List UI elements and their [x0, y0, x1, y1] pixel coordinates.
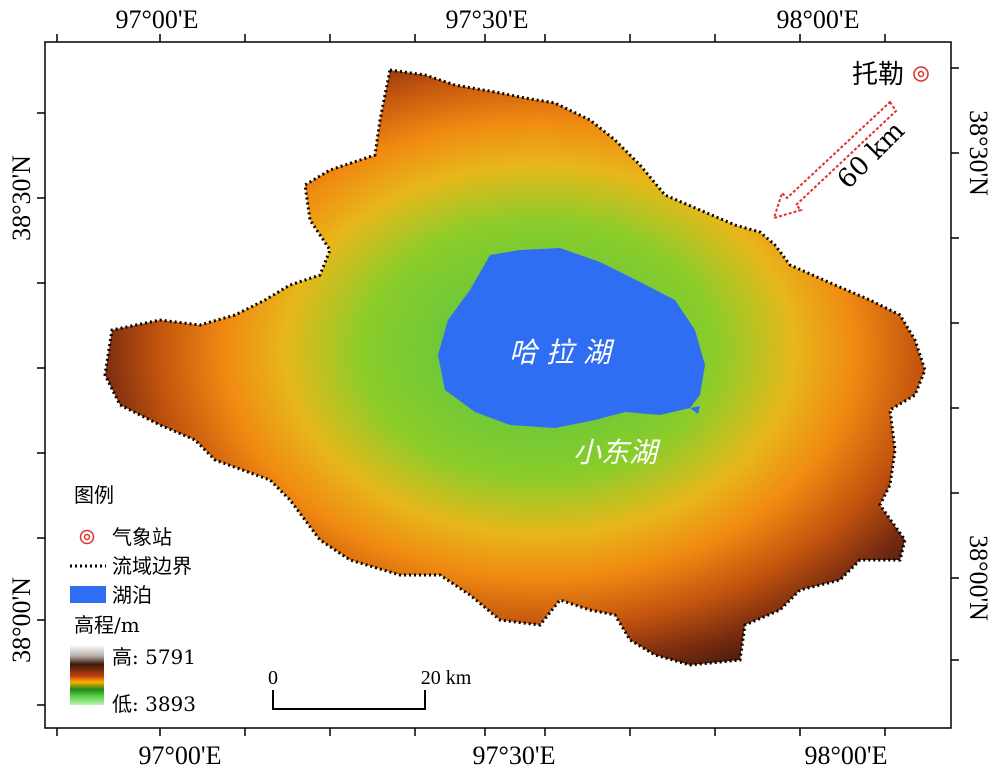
- coord-bottom-98-00: 98°00'E: [805, 741, 888, 770]
- lake-hala-label: 哈 拉 湖: [509, 336, 615, 369]
- coord-right-38-00: 38°00'N: [964, 535, 993, 621]
- coord-right-38-30: 38°30'N: [964, 110, 993, 196]
- distance-arrow: 60 km: [772, 100, 911, 220]
- station-toler: 托勒: [852, 60, 929, 90]
- lake-xiaodong: [690, 406, 700, 414]
- legend-boundary-label: 流域边界: [112, 554, 192, 578]
- coord-top-98-00: 98°00'E: [777, 5, 860, 34]
- legend-station-icon: [79, 529, 95, 545]
- scale-end-label: 20 km: [421, 667, 472, 689]
- legend-elevation-low: 低: 3893: [112, 692, 196, 716]
- legend-elevation-high: 高: 5791: [112, 645, 196, 669]
- legend-elevation-title: 高程/m: [74, 613, 140, 637]
- scale-zero-label: 0: [268, 667, 278, 689]
- coord-bottom-97-00: 97°00'E: [139, 741, 222, 770]
- coord-top-97-30: 97°30'E: [446, 5, 529, 34]
- legend-lake-swatch: [70, 586, 106, 603]
- legend-lake-label: 湖泊: [112, 583, 152, 607]
- lake-xiaodong-label: 小东湖: [573, 436, 661, 469]
- scale-bar: 0 20 km: [268, 667, 472, 710]
- coord-top-97-00: 97°00'E: [116, 5, 199, 34]
- arrow-icon: [772, 100, 898, 220]
- station-label: 托勒: [852, 60, 904, 90]
- coord-left-38-30: 38°30'N: [7, 155, 36, 241]
- lake-hala: [438, 248, 705, 428]
- legend: 图例 气象站 流域边界 湖泊 高程/m 高: 5791 低: 3893: [70, 483, 196, 716]
- watershed-boundary: [103, 68, 927, 667]
- scale-bar-line: [272, 690, 426, 710]
- coord-bottom-97-30: 97°30'E: [473, 741, 556, 770]
- legend-station-label: 气象站: [112, 525, 172, 549]
- map-frame: [44, 41, 952, 729]
- frame-ticks: [37, 34, 959, 736]
- legend-elevation-ramp: [70, 645, 104, 705]
- station-icon: [913, 66, 929, 82]
- distance-label: 60 km: [832, 116, 911, 195]
- coord-left-38-00: 38°00'N: [7, 577, 36, 663]
- legend-title: 图例: [74, 483, 114, 507]
